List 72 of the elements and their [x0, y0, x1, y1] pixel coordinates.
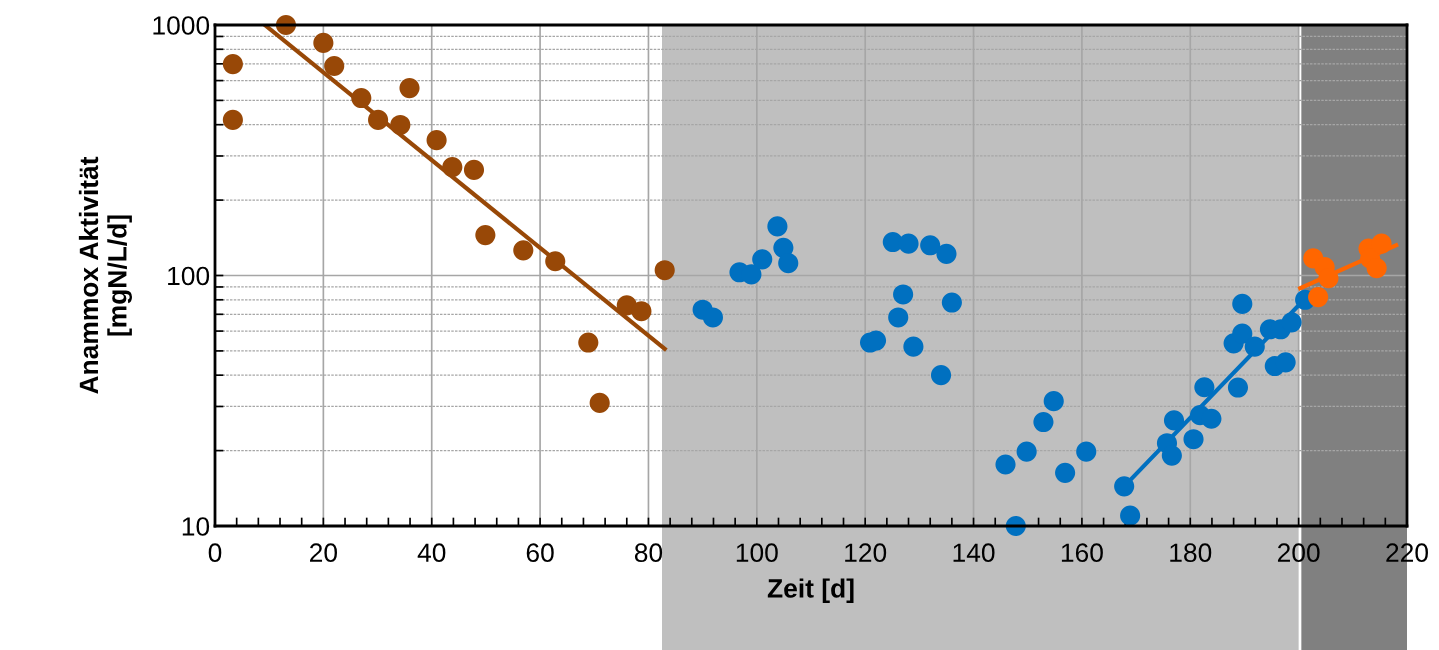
point: [545, 251, 566, 272]
point: [654, 260, 675, 281]
x-tick-label: 100: [736, 543, 778, 563]
point: [426, 130, 447, 151]
x-tick-label: 80: [634, 543, 663, 563]
point: [941, 292, 962, 313]
point: [778, 253, 799, 274]
point: [1161, 445, 1182, 466]
point: [1194, 377, 1215, 398]
x-tick-label: 220: [1386, 543, 1428, 563]
point: [1318, 268, 1339, 289]
point: [1114, 476, 1135, 497]
point: [631, 301, 652, 322]
point: [313, 32, 334, 53]
x-tick-label: 40: [417, 543, 446, 563]
point: [888, 307, 909, 328]
x-tick-label: 160: [1061, 543, 1103, 563]
point: [1043, 391, 1064, 412]
point: [1183, 429, 1204, 450]
point: [936, 243, 957, 264]
point: [1281, 312, 1302, 333]
y-tick-label: 10: [182, 517, 210, 536]
point: [1275, 352, 1296, 373]
x-tick-label: 60: [526, 543, 554, 563]
point: [513, 240, 534, 261]
point: [1201, 408, 1222, 429]
point: [368, 109, 389, 130]
y-tick-label: 1000: [153, 16, 210, 35]
point: [222, 109, 243, 130]
point: [920, 235, 941, 256]
point: [399, 78, 420, 99]
point: [1227, 377, 1249, 398]
point: [390, 114, 411, 136]
point: [1163, 410, 1185, 431]
x-axis-title: Zeit [d]: [767, 578, 854, 603]
point: [893, 284, 914, 305]
point: [1232, 293, 1253, 314]
point: [442, 156, 463, 178]
point: [767, 216, 788, 237]
point: [351, 87, 372, 109]
point: [995, 454, 1016, 475]
point: [578, 332, 599, 353]
point: [930, 365, 952, 386]
y-axis-title: Anammox Aktivität [mgN/L/d]: [78, 156, 132, 394]
point: [1005, 515, 1026, 537]
point: [589, 392, 610, 413]
point: [463, 159, 485, 180]
point: [222, 54, 243, 75]
point: [1120, 505, 1141, 526]
y-tick-label: 100: [168, 266, 210, 286]
x-tick-label: 180: [1170, 543, 1212, 563]
point: [1371, 233, 1392, 254]
x-tick-label: 200: [1277, 543, 1320, 563]
x-tick-label: 20: [310, 543, 338, 563]
point: [324, 55, 345, 77]
x-tick-label: 120: [845, 543, 887, 563]
point: [1244, 336, 1265, 357]
point: [1308, 287, 1329, 308]
point: [702, 307, 723, 328]
point: [1033, 411, 1054, 433]
point: [1055, 462, 1076, 483]
point: [1366, 258, 1387, 279]
x-tick-label: 0: [208, 543, 222, 563]
point: [1232, 323, 1253, 344]
point: [752, 249, 773, 270]
x-tick-label: 140: [953, 543, 995, 563]
point: [903, 336, 924, 357]
point: [475, 225, 496, 246]
point: [1076, 441, 1097, 462]
point: [898, 233, 919, 254]
point: [1016, 441, 1037, 462]
point: [741, 264, 762, 285]
